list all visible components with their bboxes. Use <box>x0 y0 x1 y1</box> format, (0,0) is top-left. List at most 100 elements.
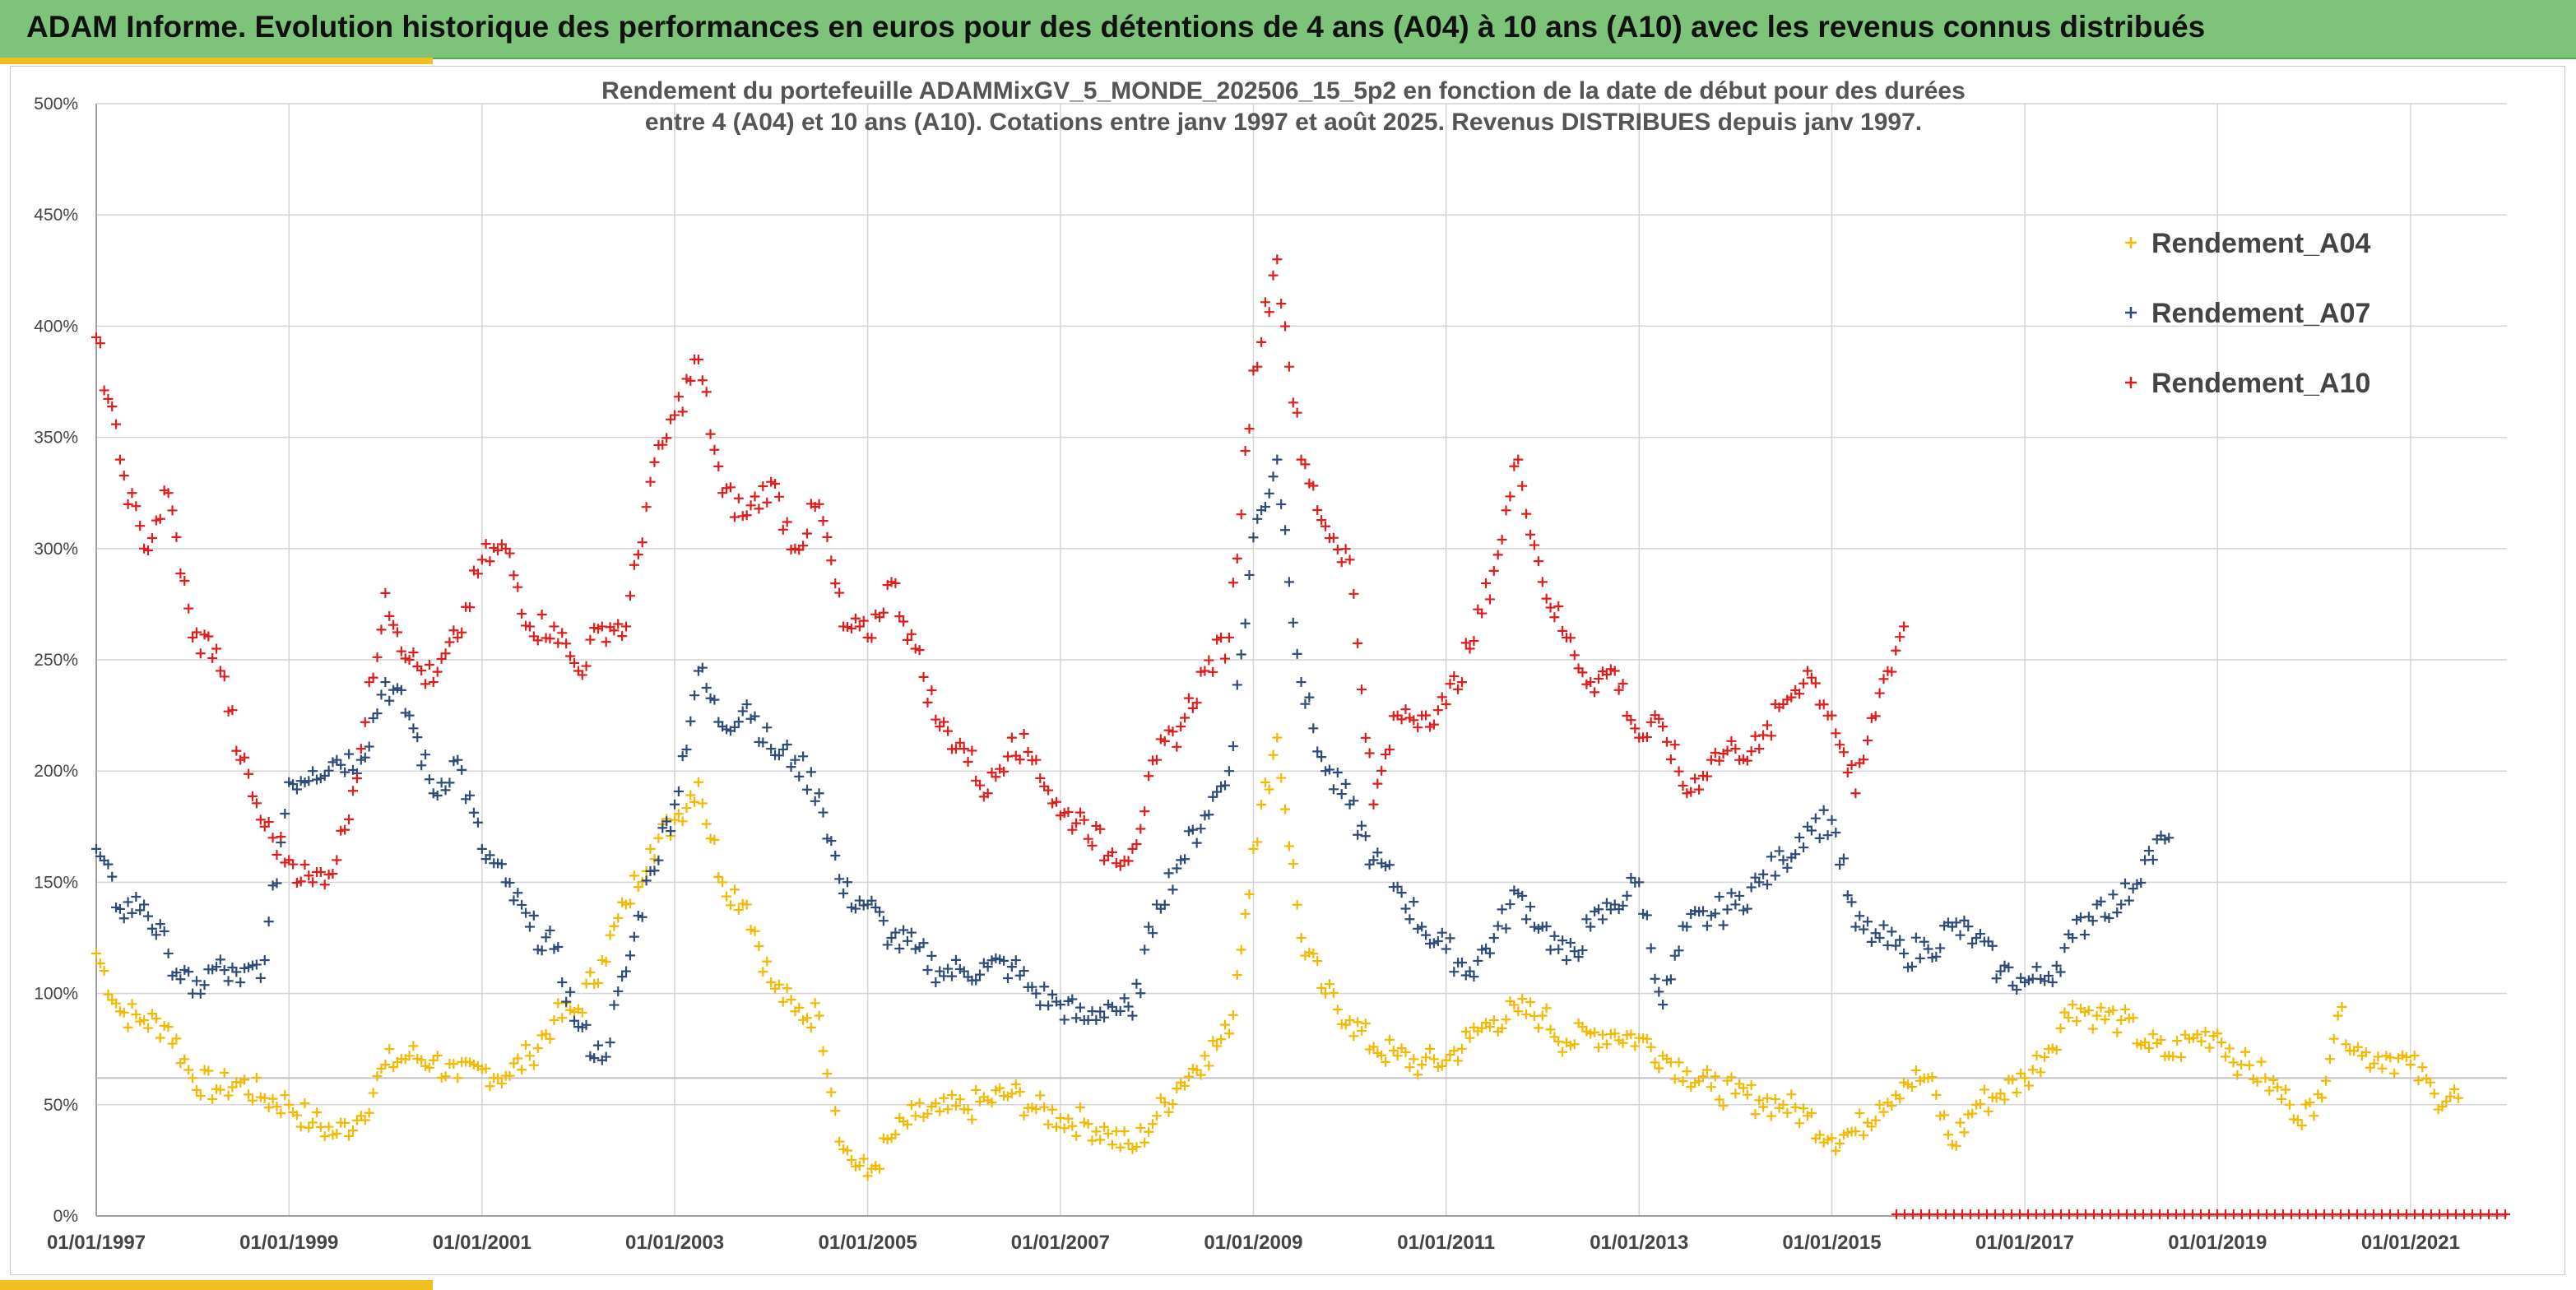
data-point <box>276 1108 286 1119</box>
data-point <box>645 476 656 487</box>
data-point <box>1678 1076 1688 1087</box>
data-point <box>882 940 893 950</box>
data-point <box>1799 678 1809 689</box>
data-point <box>834 874 845 884</box>
x-tick-label: 01/01/2015 <box>1782 1232 1881 1254</box>
data-point <box>1835 860 1845 870</box>
data-point <box>1027 981 1037 992</box>
data-point <box>2296 1121 2307 1131</box>
data-point <box>1758 1102 1769 1112</box>
data-point <box>1492 921 1503 931</box>
data-point <box>1673 766 1684 777</box>
data-point <box>1220 653 1230 664</box>
data-point <box>2272 1082 2283 1093</box>
data-point <box>195 1090 206 1101</box>
data-point <box>1240 908 1251 919</box>
data-point <box>1232 680 1242 690</box>
data-point <box>1244 889 1255 899</box>
data-point <box>1223 1028 1234 1039</box>
data-point <box>1899 621 1910 632</box>
data-point <box>1220 1019 1230 1030</box>
data-point <box>1296 933 1307 943</box>
data-point <box>1818 699 1829 710</box>
data-point <box>1658 1000 1669 1010</box>
x-tick-label: 01/01/2007 <box>1011 1232 1110 1254</box>
data-point <box>163 1022 174 1032</box>
data-point <box>624 950 635 961</box>
data-point <box>2200 1027 2211 1037</box>
data-point <box>1216 1034 1227 1045</box>
data-point <box>2224 1043 2235 1054</box>
data-point <box>1915 953 1925 963</box>
data-point <box>428 677 439 688</box>
data-point <box>1714 1094 1724 1105</box>
data-point <box>1312 505 1323 516</box>
data-point <box>344 749 355 759</box>
data-point <box>1626 1029 1636 1040</box>
data-point <box>1384 744 1395 754</box>
x-tick-label: 01/01/2013 <box>1590 1232 1688 1254</box>
data-point <box>790 754 801 765</box>
data-point <box>1248 843 1259 854</box>
data-point <box>1955 1117 1966 1128</box>
data-point <box>191 976 202 986</box>
data-point <box>2040 976 2050 986</box>
data-point <box>745 500 756 511</box>
data-point <box>408 723 419 734</box>
data-point <box>155 919 165 930</box>
data-point <box>1187 703 1198 713</box>
data-point <box>1810 678 1821 689</box>
data-point <box>508 1058 519 1069</box>
data-point <box>1376 765 1387 776</box>
data-point <box>801 1013 812 1023</box>
data-point <box>1392 881 1403 892</box>
data-point <box>922 697 933 708</box>
data-point <box>416 665 427 675</box>
data-point <box>1835 740 1845 750</box>
data-point <box>1091 1014 1102 1025</box>
data-point <box>1585 677 1596 688</box>
data-point <box>1488 1015 1499 1026</box>
data-point <box>91 843 101 854</box>
data-point <box>1754 1095 1765 1106</box>
data-point <box>1501 1014 1511 1025</box>
data-point <box>1951 917 1961 928</box>
data-point <box>521 1040 531 1051</box>
data-point <box>1183 1071 1194 1082</box>
data-point <box>517 608 527 619</box>
data-point <box>1742 755 1752 766</box>
data-point <box>1396 714 1407 725</box>
data-point <box>1517 994 1528 1005</box>
data-point <box>1878 674 1889 684</box>
data-point <box>2023 1080 2034 1091</box>
data-point <box>1074 1102 1085 1113</box>
data-point <box>818 1046 828 1056</box>
y-tick-label: 350% <box>34 429 78 448</box>
data-point <box>681 745 692 755</box>
x-axis-ticks: 01/01/1997 01/01/1999 01/01/2001 01/01/2003… <box>47 1232 2460 1254</box>
data-point <box>931 1097 941 1108</box>
data-point <box>762 497 773 508</box>
data-point <box>1919 936 1929 947</box>
data-point <box>2369 1058 2379 1069</box>
data-point <box>1846 897 1857 907</box>
data-point <box>396 646 406 657</box>
x-tick-label: 01/01/2017 <box>1975 1232 2074 1254</box>
data-point <box>2405 1060 2416 1070</box>
data-point <box>1010 955 1021 966</box>
data-point <box>536 945 547 956</box>
data-point <box>332 754 342 765</box>
data-point <box>485 850 495 861</box>
data-point <box>171 968 182 978</box>
data-point <box>291 784 302 795</box>
data-point <box>786 995 796 1005</box>
data-point <box>376 689 387 700</box>
data-point <box>188 632 198 643</box>
data-point <box>1842 890 1853 901</box>
data-point <box>2425 1077 2435 1088</box>
data-point <box>1814 1130 1825 1140</box>
data-point <box>1967 1108 1978 1119</box>
data-point <box>1002 973 1013 984</box>
data-point <box>508 895 519 906</box>
data-point <box>219 965 230 976</box>
